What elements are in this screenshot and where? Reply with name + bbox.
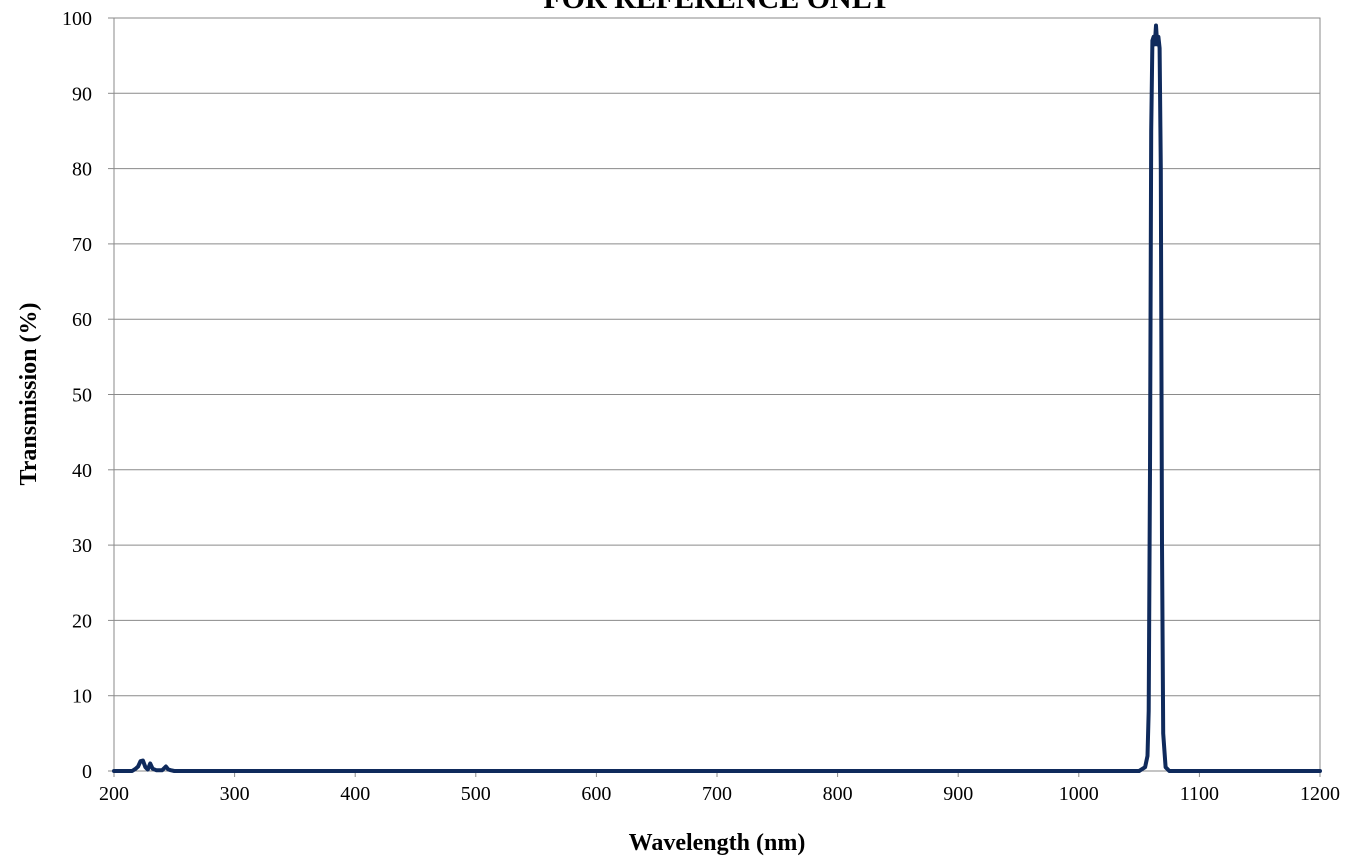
y-tick-label: 90 — [72, 83, 92, 105]
x-tick-label: 1100 — [1180, 783, 1219, 805]
chart-title: FOR REFERENCE ONLY — [543, 0, 891, 15]
y-tick-label: 100 — [62, 8, 92, 30]
y-axis-tick-labels: 0 10 20 30 40 50 60 70 80 90 100 — [62, 8, 114, 783]
y-tick-label: 50 — [72, 385, 92, 407]
x-tick-label: 400 — [340, 783, 370, 805]
y-axis-title: Transmission (%) — [16, 303, 42, 486]
y-tick-label: 60 — [72, 309, 92, 331]
x-tick-label: 700 — [702, 783, 732, 805]
x-tick-label: 300 — [220, 783, 250, 805]
y-tick-label: 10 — [72, 686, 92, 708]
y-tick-label: 30 — [72, 535, 92, 557]
y-tick-label: 70 — [72, 234, 92, 256]
x-axis-tick-labels: 200 300 400 500 600 700 800 900 1000 1100 1200 — [99, 771, 1340, 805]
transmission-series-line — [112, 23, 1322, 773]
y-tick-label: 40 — [72, 460, 92, 482]
y-tick-label: 80 — [72, 159, 92, 181]
x-axis-title: Wavelength (nm) — [629, 830, 806, 856]
y-tick-label: 20 — [72, 610, 92, 632]
x-tick-label: 600 — [581, 783, 611, 805]
x-tick-label: 200 — [99, 783, 129, 805]
x-tick-label: 500 — [461, 783, 491, 805]
x-tick-label: 1200 — [1300, 783, 1340, 805]
x-tick-label: 800 — [823, 783, 853, 805]
gridlines — [114, 92, 1320, 697]
x-tick-label: 900 — [943, 783, 973, 805]
y-tick-label: 0 — [82, 761, 92, 783]
x-tick-label: 1000 — [1059, 783, 1099, 805]
